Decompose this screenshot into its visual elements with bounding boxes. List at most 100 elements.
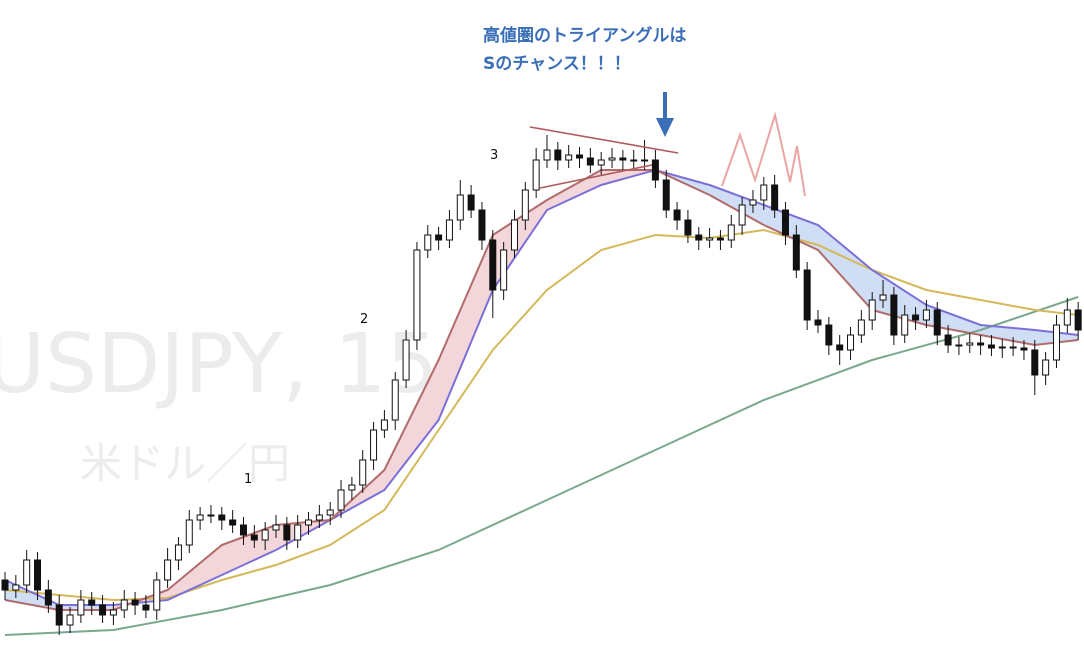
candle-body: [1063, 309, 1071, 326]
candle-body: [901, 314, 909, 336]
candle-body: [229, 519, 237, 526]
ma-lines: [4, 168, 1079, 636]
candle-body: [998, 346, 1006, 349]
candle-body: [510, 219, 518, 251]
watermark-name: 米ドル／円: [80, 439, 290, 488]
down-arrow: [656, 92, 674, 137]
candle-body: [164, 559, 172, 581]
candle-body: [1074, 309, 1082, 331]
candle-body: [142, 604, 150, 611]
candle-body: [109, 609, 117, 616]
candle-body: [1020, 347, 1028, 351]
candle-body: [543, 149, 551, 161]
candle-body: [879, 294, 887, 301]
ma-line: [4, 168, 1079, 606]
candle-body: [890, 294, 898, 336]
candle-body: [337, 489, 345, 511]
candle-body: [706, 237, 714, 241]
candle-body: [1, 579, 9, 591]
candle-body: [630, 159, 638, 162]
cloud-segment: [980, 325, 1035, 345]
candle-body: [66, 614, 74, 626]
cloud-segment: [763, 205, 818, 250]
candle-body: [1009, 346, 1017, 349]
candle-body: [651, 159, 659, 181]
candles: [1, 135, 1082, 635]
candle-body: [34, 559, 42, 591]
candle-body: [922, 309, 930, 321]
candle-body: [23, 559, 31, 586]
candle-body: [521, 189, 529, 221]
candle-body: [250, 534, 258, 541]
ma-line: [4, 228, 1079, 602]
candle-body: [435, 234, 443, 241]
candle-body: [532, 159, 540, 191]
candle-body: [174, 544, 182, 561]
candle-body: [662, 179, 670, 211]
candle-body: [77, 599, 85, 616]
candle-body: [749, 199, 757, 206]
candle-body: [760, 184, 768, 201]
candle-body: [207, 514, 215, 517]
candle-body: [218, 514, 226, 521]
candle-body: [402, 339, 410, 381]
candle-body: [554, 149, 562, 161]
candle-body: [326, 509, 334, 516]
candle-body: [272, 524, 280, 531]
triangle-lower: [539, 164, 653, 189]
candle-body: [803, 269, 811, 321]
ma-line: [4, 169, 1079, 611]
triangle-upper: [529, 126, 679, 154]
candle-body: [847, 334, 855, 351]
candle-body: [185, 519, 193, 546]
candle-body: [391, 379, 399, 421]
annotation: Sのチャンス！！！: [483, 54, 631, 74]
candle-body: [359, 459, 367, 486]
candle-body: [955, 344, 963, 347]
candle-body: [456, 194, 464, 221]
candle-body: [44, 589, 52, 606]
candle-body: [120, 599, 128, 611]
candle-body: [424, 234, 432, 251]
candle-body: [305, 519, 313, 526]
cloud-segment: [547, 170, 602, 210]
candle-body: [88, 599, 96, 606]
forecast-zigzag: [721, 111, 806, 197]
candle-body: [380, 419, 388, 431]
candle-body: [283, 524, 291, 541]
watermark-symbol: USDJPY, 15: [0, 317, 439, 412]
candle-body: [261, 529, 269, 541]
candle-body: [489, 239, 497, 291]
wave-label: 2: [360, 312, 368, 327]
candle-body: [738, 204, 746, 226]
candle-body: [716, 237, 724, 241]
candle-body: [467, 194, 475, 211]
candle-body: [966, 342, 974, 346]
cloud-segment: [384, 360, 439, 490]
candle-body: [857, 319, 865, 336]
candle-body: [727, 224, 735, 241]
candle-body: [315, 514, 323, 521]
candle-body: [619, 157, 627, 161]
candle-body: [836, 344, 844, 351]
candle-body: [944, 334, 952, 346]
candle-body: [478, 209, 486, 241]
candle-body: [55, 604, 63, 626]
candle-body: [131, 599, 139, 606]
candle-body: [684, 219, 692, 236]
candle-body: [771, 184, 779, 211]
annotation: 高値圏のトライアングルは: [483, 25, 686, 46]
wave-label: 3: [490, 148, 498, 163]
candle-body: [153, 579, 161, 611]
cloud-segment: [438, 235, 493, 420]
candle-body: [814, 319, 822, 326]
candle-body: [673, 209, 681, 221]
candle-body: [294, 524, 302, 541]
candle-body: [1052, 324, 1060, 361]
candle-body: [825, 324, 833, 346]
candle-body: [1031, 349, 1039, 376]
cloud-segment: [818, 225, 873, 310]
wave-label: 1: [244, 472, 252, 487]
candle-body: [576, 154, 584, 159]
